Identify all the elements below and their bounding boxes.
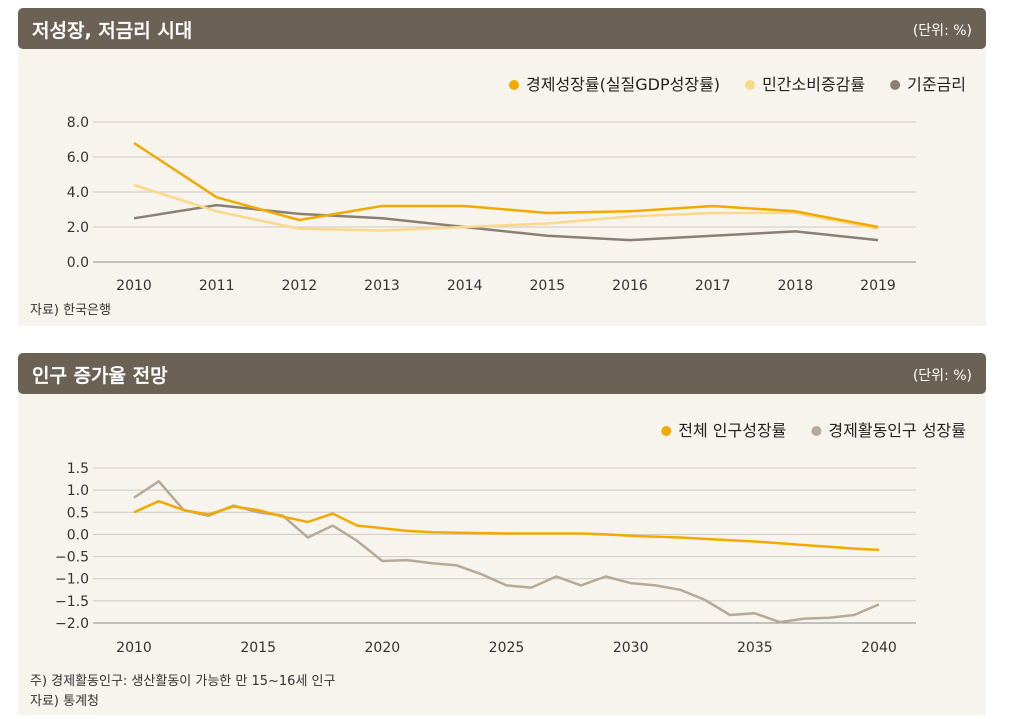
legend-label: 전체 인구성장률 [678, 421, 786, 440]
x-tick-label: 2020 [365, 640, 401, 656]
x-tick-label: 2016 [612, 278, 648, 294]
legend-label: 기준금리 [907, 75, 966, 94]
x-tick-label: 2012 [282, 278, 318, 294]
x-tick-label: 2035 [737, 640, 773, 656]
panel-title: 저성장, 저금리 시대 [32, 20, 193, 42]
x-tick-label: 2010 [116, 640, 152, 656]
source-note: 자료) 한국은행 [30, 303, 111, 318]
x-tick-label: 2014 [447, 278, 483, 294]
x-tick-label: 2018 [778, 278, 814, 294]
x-tick-label: 2025 [489, 640, 525, 656]
x-tick-label: 2011 [199, 278, 235, 294]
x-tick-label: 2019 [860, 278, 896, 294]
legend-label: 경제성장률(실질GDP성장률) [526, 75, 720, 94]
unit-label: (단위: %) [912, 368, 972, 384]
x-tick-label: 2017 [695, 278, 731, 294]
source-note: 자료) 통계청 [30, 694, 100, 709]
x-tick-label: 2015 [240, 640, 276, 656]
series-line [133, 499, 880, 552]
legend-label: 민간소비증감률 [762, 75, 865, 94]
legend-marker [661, 426, 672, 436]
legend-marker [745, 80, 756, 90]
y-tick-label: 8.0 [67, 115, 89, 131]
y-tick-label: −1.5 [55, 594, 89, 610]
legend-marker [890, 80, 901, 90]
x-tick-label: 2010 [116, 278, 152, 294]
x-tick-label: 2013 [364, 278, 400, 294]
population-growth-chart: −2.0 −1.5 −1.0 −0.5 0.0 0.5 1.0 1.5 2010 2015 2020… [55, 421, 966, 656]
y-tick-label: −0.5 [55, 550, 89, 566]
y-tick-label: 2.0 [67, 220, 89, 236]
y-tick-label: 1.5 [67, 461, 89, 477]
panel-title: 인구 증가율 전망 [32, 365, 168, 387]
y-tick-label: −2.0 [55, 616, 89, 632]
y-tick-label: 1.0 [67, 483, 89, 499]
y-tick-label: 0.0 [67, 527, 89, 543]
growth-rate-chart: 0.0 2.0 4.0 6.0 8.0 2010 2011 2012 2013 2014 2015 2… [67, 75, 966, 294]
legend-marker [811, 426, 822, 436]
gdp-interest-panel: 저성장, 저금리 시대 (단위: %) 0.0 2.0 4.0 6.0 8.0 2010 2… [18, 8, 986, 326]
y-tick-label: 0.5 [67, 505, 89, 521]
y-tick-label: 0.0 [67, 255, 89, 271]
panel-header: 저성장, 저금리 시대 (단위: %) [18, 8, 986, 49]
population-panel: 인구 증가율 전망 (단위: %) −2.0 −1.5 −1.0 −0.5 0.0 0.5… [18, 353, 986, 715]
panel-header: 인구 증가율 전망 (단위: %) [18, 353, 986, 394]
x-tick-label: 2015 [530, 278, 566, 294]
footnote: 주) 경제활동인구: 생산활동이 가능한 만 15~16세 인구 [30, 674, 336, 689]
series-line [133, 141, 879, 229]
x-tick-label: 2040 [861, 640, 897, 656]
legend-marker [509, 80, 519, 90]
y-tick-label: 6.0 [67, 150, 89, 166]
series-line [133, 183, 879, 232]
series-line [133, 480, 880, 624]
y-tick-label: −1.0 [55, 572, 89, 588]
y-tick-label: 4.0 [67, 185, 89, 201]
legend-label: 경제활동인구 성장률 [828, 421, 966, 440]
x-tick-label: 2030 [613, 640, 649, 656]
unit-label: (단위: %) [912, 23, 972, 39]
